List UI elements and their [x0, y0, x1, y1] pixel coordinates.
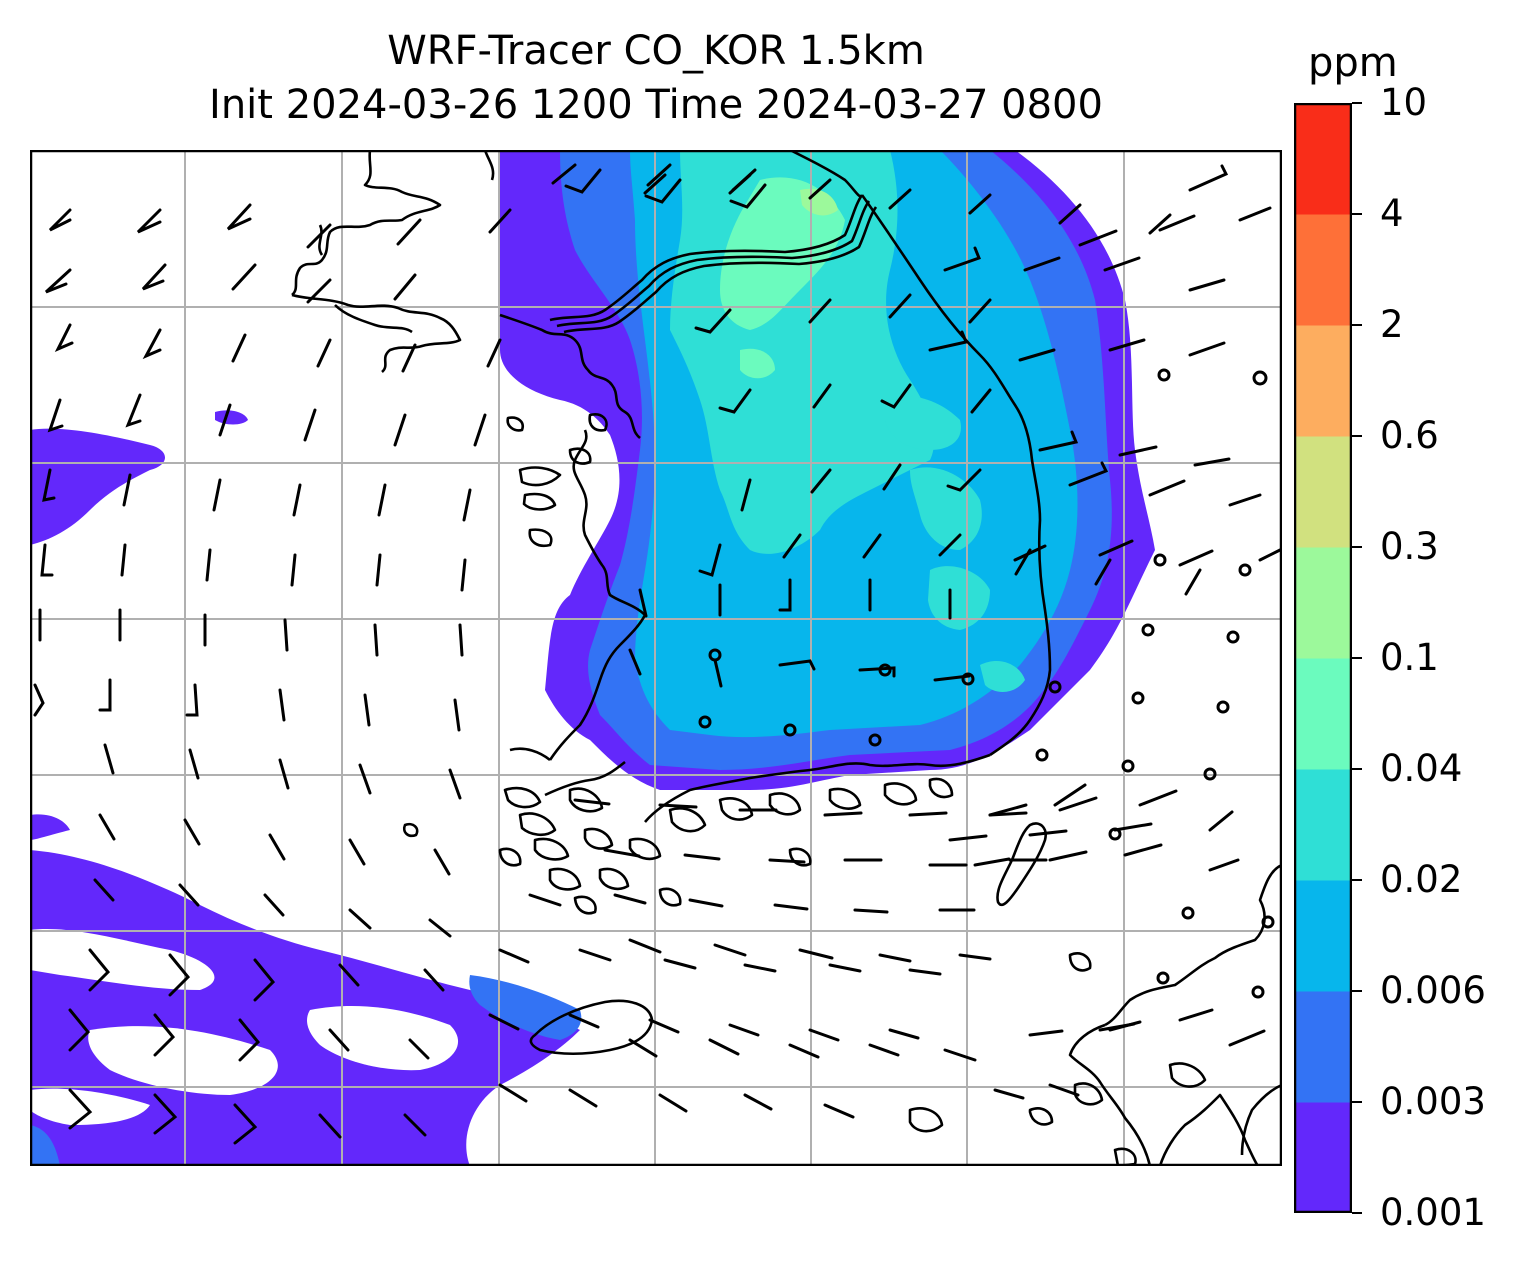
colorbar-segment	[1294, 436, 1352, 548]
colorbar-tick-label: 10	[1380, 81, 1428, 124]
colorbar-segment	[1294, 880, 1352, 992]
colorbar-tick-mark	[1352, 324, 1362, 326]
contour-level-0.04	[720, 177, 845, 330]
map-subtitle: Init 2024-03-26 1200 Time 2024-03-27 080…	[209, 82, 1103, 128]
colorbar-segment	[1294, 325, 1352, 437]
colorbar-tick-mark	[1352, 1101, 1362, 1103]
coastlines	[291, 150, 1282, 1166]
colorbar-segment	[1294, 103, 1352, 215]
colorbar-tick-label: 0.02	[1380, 858, 1463, 901]
colorbar-tick-mark	[1352, 990, 1362, 992]
colorbar-tick-label: 0.6	[1380, 414, 1439, 457]
colorbar-tick-mark	[1352, 435, 1362, 437]
colorbar-tick-label: 0.1	[1380, 636, 1439, 679]
concentration-map	[30, 150, 1282, 1166]
map-gridlines	[30, 150, 1282, 1166]
colorbar-tick-mark	[1352, 879, 1362, 881]
colorbar-tick-label: 0.3	[1380, 525, 1439, 568]
colorbar-tick-mark	[1352, 213, 1362, 215]
colorbar-tick-label: 0.003	[1380, 1080, 1486, 1123]
jeju-island-outline	[529, 999, 654, 1056]
colorbar-tick-label: 2	[1380, 303, 1404, 346]
map-title: WRF-Tracer CO_KOR 1.5km	[387, 28, 925, 74]
colorbar-tick-label: 0.001	[1380, 1191, 1486, 1234]
colorbar-tick-mark	[1352, 102, 1362, 104]
colorbar-tick-mark	[1352, 546, 1362, 548]
wind-barbs	[33, 163, 1282, 1145]
colorbar-border	[1294, 103, 1352, 1213]
colorbar-unit-label: ppm	[1308, 40, 1398, 86]
colorbar-segment	[1294, 991, 1352, 1103]
colorbar-segment	[1294, 547, 1352, 659]
colorbar-tick-mark	[1352, 768, 1362, 770]
colorbar	[1294, 103, 1352, 1213]
colorbar-segment	[1294, 769, 1352, 881]
colorbar-tick-label: 0.006	[1380, 969, 1486, 1012]
colorbar-tick-mark	[1352, 657, 1362, 659]
colorbar-tick-label: 4	[1380, 192, 1404, 235]
calm-wind-markers	[698, 368, 1275, 999]
colorbar-segment	[1294, 1102, 1352, 1213]
colorbar-segment	[1294, 214, 1352, 326]
colorbar-segment	[1294, 658, 1352, 770]
colorbar-tick-label: 0.04	[1380, 747, 1463, 790]
colorbar-tick-mark	[1352, 1212, 1362, 1214]
